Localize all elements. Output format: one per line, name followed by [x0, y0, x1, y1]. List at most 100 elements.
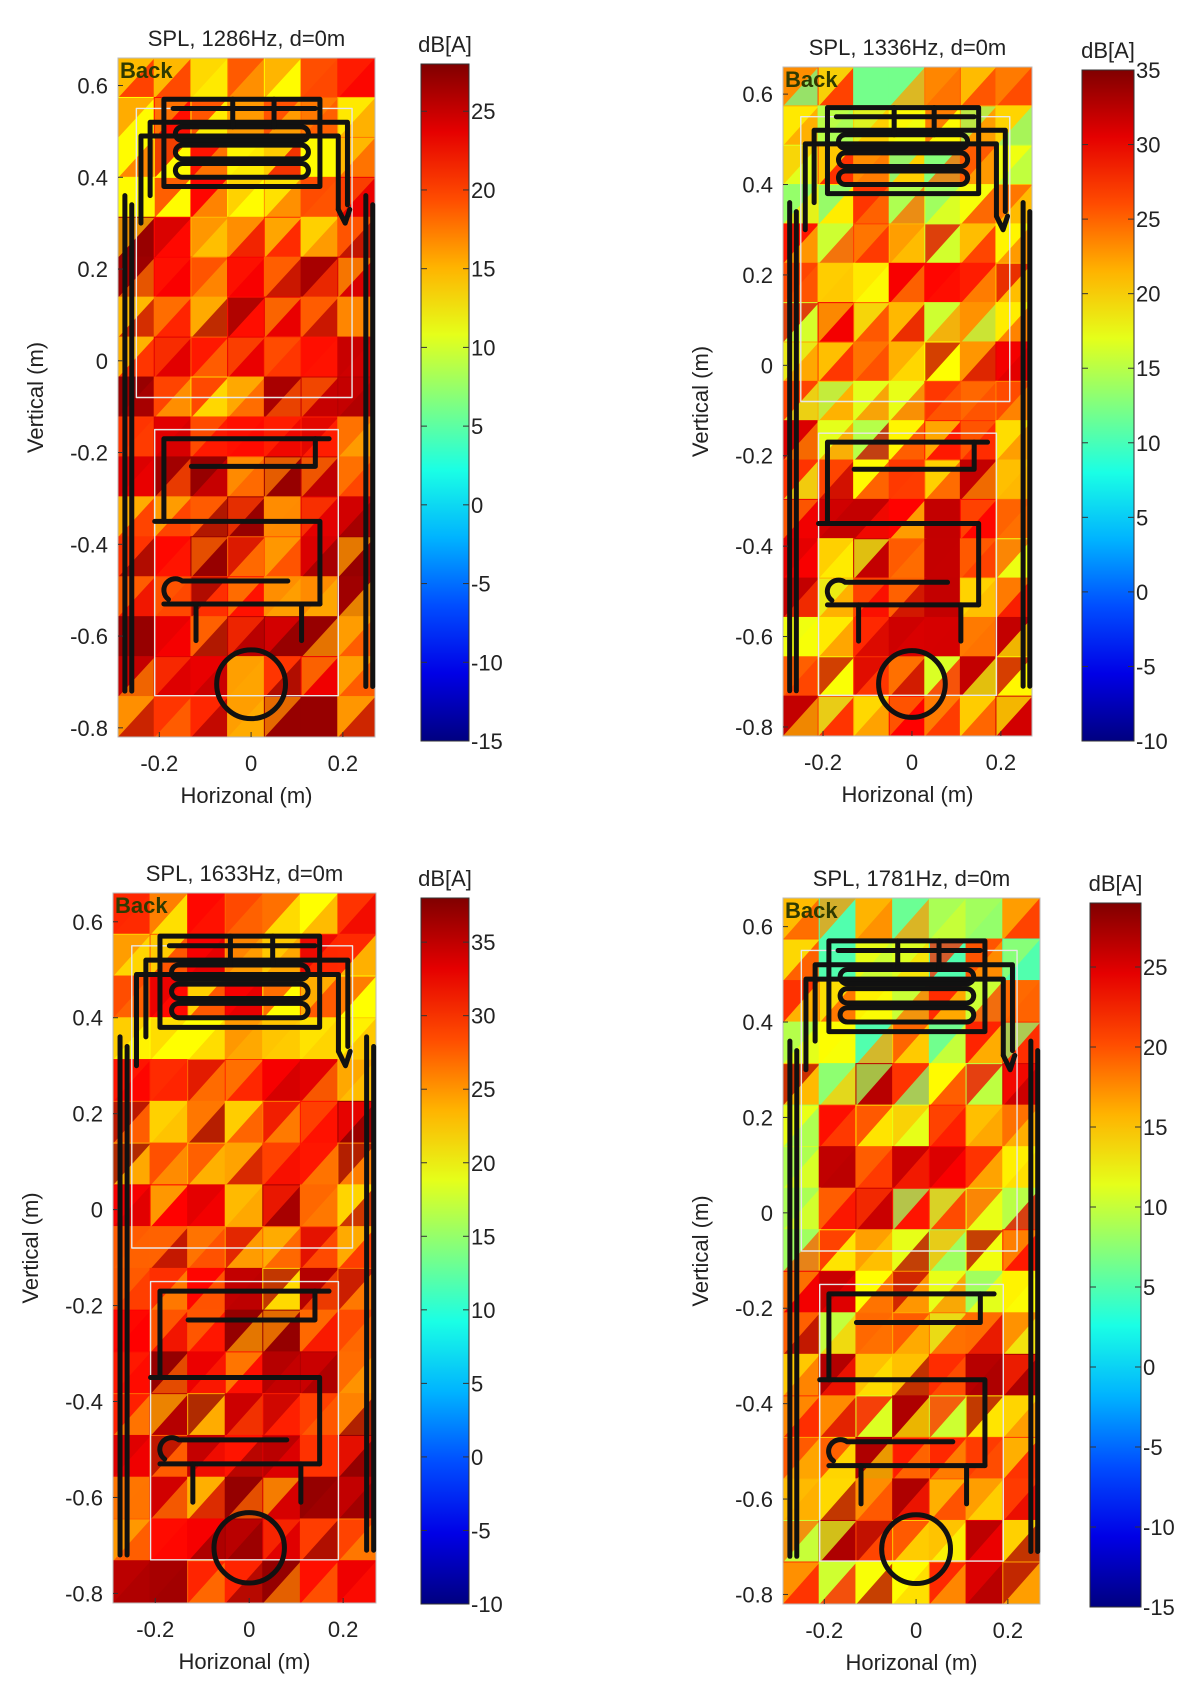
colorbar-label: dB[A] — [1089, 871, 1143, 896]
y-tick-label: -0.2 — [735, 444, 773, 469]
y-tick-label: 0 — [761, 353, 773, 378]
y-tick-label: -0.2 — [735, 1296, 773, 1321]
colorbar-tick-label: -5 — [471, 1518, 491, 1543]
y-tick-label: -0.4 — [70, 532, 108, 557]
x-tick-label: 0 — [243, 1617, 255, 1642]
colorbar-tick-label: 30 — [1136, 133, 1160, 158]
y-tick-label: 0.6 — [77, 74, 108, 99]
chart-panel-3: SPL, 1633Hz, d=0m Back 0.6 0.4 0.2 0 -0.2 -0.4 -… — [18, 861, 503, 1674]
colorbar-tick-label: 15 — [471, 1224, 495, 1249]
y-tick-label: 0 — [761, 1201, 773, 1226]
colorbar-tick-label: 15 — [471, 257, 495, 282]
colorbar-tick-label: 0 — [1143, 1355, 1155, 1380]
colorbar-tick-label: -10 — [471, 1592, 503, 1617]
y-tick-label: -0.4 — [735, 534, 773, 559]
y-tick-label: 0 — [91, 1198, 103, 1223]
y-tick-label: -0.6 — [735, 1487, 773, 1512]
colorbar — [420, 897, 470, 1605]
x-tick-label: 0 — [245, 751, 257, 776]
y-axis-label: Vertical (m) — [688, 1195, 713, 1306]
refrigerator-schematic-overlay — [787, 105, 1033, 720]
y-tick-label: 0.6 — [742, 82, 773, 107]
y-axis-label: Vertical (m) — [688, 346, 713, 457]
chart-panel-2: SPL, 1336Hz, d=0m Back 0.6 0.4 0.2 0 -0.2 -0.4 -… — [688, 35, 1168, 807]
chart-panel-4: SPL, 1781Hz, d=0m Back 0.6 0.4 0.2 0 -0.2 -0.4 -… — [688, 866, 1175, 1675]
colorbar-tick-label: -15 — [1143, 1595, 1175, 1620]
y-tick-label: 0.4 — [742, 1010, 773, 1035]
colorbar-tick-label: 15 — [1143, 1115, 1167, 1140]
y-tick-label: -0.8 — [70, 716, 108, 741]
colorbar-tick-label: 5 — [1136, 505, 1148, 530]
colorbar-tick-label: 35 — [1136, 58, 1160, 83]
colorbar-tick-label: -15 — [471, 729, 503, 754]
x-tick-label: 0.2 — [328, 1617, 359, 1642]
y-tick-label: -0.6 — [735, 625, 773, 650]
x-axis-label: Horizonal (m) — [845, 1650, 977, 1675]
y-tick-label: -0.8 — [735, 715, 773, 740]
chart-title: SPL, 1633Hz, d=0m — [146, 861, 344, 886]
x-tick-label: -0.2 — [140, 751, 178, 776]
y-tick-label: -0.8 — [735, 1582, 773, 1607]
x-tick-label: -0.2 — [805, 1618, 843, 1643]
y-tick-label: 0 — [96, 349, 108, 374]
y-tick-label: -0.6 — [70, 624, 108, 649]
x-tick-label: 0.2 — [993, 1618, 1024, 1643]
colorbar-tick-label: -5 — [1136, 654, 1156, 679]
colorbar-tick-label: 10 — [471, 1298, 495, 1323]
refrigerator-schematic-overlay — [122, 96, 376, 722]
x-axis-label: Horizonal (m) — [180, 783, 312, 808]
x-axis-label: Horizonal (m) — [178, 1649, 310, 1674]
colorbar-tick-label: -10 — [1143, 1515, 1175, 1540]
colorbar-tick-label: -10 — [471, 650, 503, 675]
colorbar-label: dB[A] — [418, 32, 472, 57]
colorbar-tick-label: 20 — [1136, 282, 1160, 307]
colorbar-tick-label: 5 — [471, 414, 483, 439]
y-tick-label: -0.8 — [65, 1581, 103, 1606]
back-label: Back — [785, 67, 838, 92]
colorbar-tick-label: 5 — [471, 1371, 483, 1396]
colorbar-tick-label: 35 — [471, 930, 495, 955]
y-axis-label: Vertical (m) — [23, 342, 48, 453]
y-tick-label: 0.4 — [72, 1006, 103, 1031]
y-tick-label: 0.6 — [72, 910, 103, 935]
colorbar-tick-label: 0 — [471, 493, 483, 518]
colorbar-tick-label: 30 — [471, 1004, 495, 1029]
back-label: Back — [785, 898, 838, 923]
y-tick-label: 0.2 — [742, 1105, 773, 1130]
colorbar-tick-label: 0 — [1136, 580, 1148, 605]
y-tick-label: 0.4 — [77, 165, 108, 190]
back-label: Back — [115, 893, 168, 918]
colorbar-tick-label: 25 — [471, 99, 495, 124]
chart-panel-1: SPL, 1286Hz, d=0m Back 0.6 0.4 0.2 0 -0.2 -0.4 -… — [23, 26, 503, 808]
y-tick-label: -0.4 — [65, 1390, 103, 1415]
x-tick-label: 0 — [906, 750, 918, 775]
back-label: Back — [120, 58, 173, 83]
y-tick-label: 0.4 — [742, 173, 773, 198]
colorbar-tick-label: 10 — [1143, 1195, 1167, 1220]
chart-title: SPL, 1336Hz, d=0m — [809, 35, 1007, 60]
x-tick-label: 0 — [910, 1618, 922, 1643]
y-tick-label: -0.6 — [65, 1485, 103, 1510]
colorbar-tick-label: 5 — [1143, 1275, 1155, 1300]
y-tick-label: 0.6 — [742, 915, 773, 940]
y-tick-label: -0.4 — [735, 1392, 773, 1417]
chart-title: SPL, 1286Hz, d=0m — [148, 26, 346, 51]
colorbar — [1081, 69, 1135, 742]
heatmap-field — [783, 898, 1040, 1604]
colorbar-tick-label: 10 — [1136, 431, 1160, 456]
colorbar-tick-label: 0 — [471, 1445, 483, 1470]
x-axis-label: Horizonal (m) — [841, 782, 973, 807]
colorbar-tick-label: -10 — [1136, 729, 1168, 754]
refrigerator-schematic-overlay — [117, 933, 377, 1586]
y-axis-label: Vertical (m) — [18, 1192, 43, 1303]
colorbar-tick-label: -5 — [1143, 1435, 1163, 1460]
refrigerator-schematic-overlay — [787, 938, 1041, 1587]
colorbar — [420, 63, 470, 742]
colorbar-label: dB[A] — [1081, 38, 1135, 63]
colorbar-tick-label: 10 — [471, 335, 495, 360]
x-tick-label: -0.2 — [804, 750, 842, 775]
colorbar-tick-label: 25 — [1136, 207, 1160, 232]
x-tick-label: 0.2 — [986, 750, 1017, 775]
